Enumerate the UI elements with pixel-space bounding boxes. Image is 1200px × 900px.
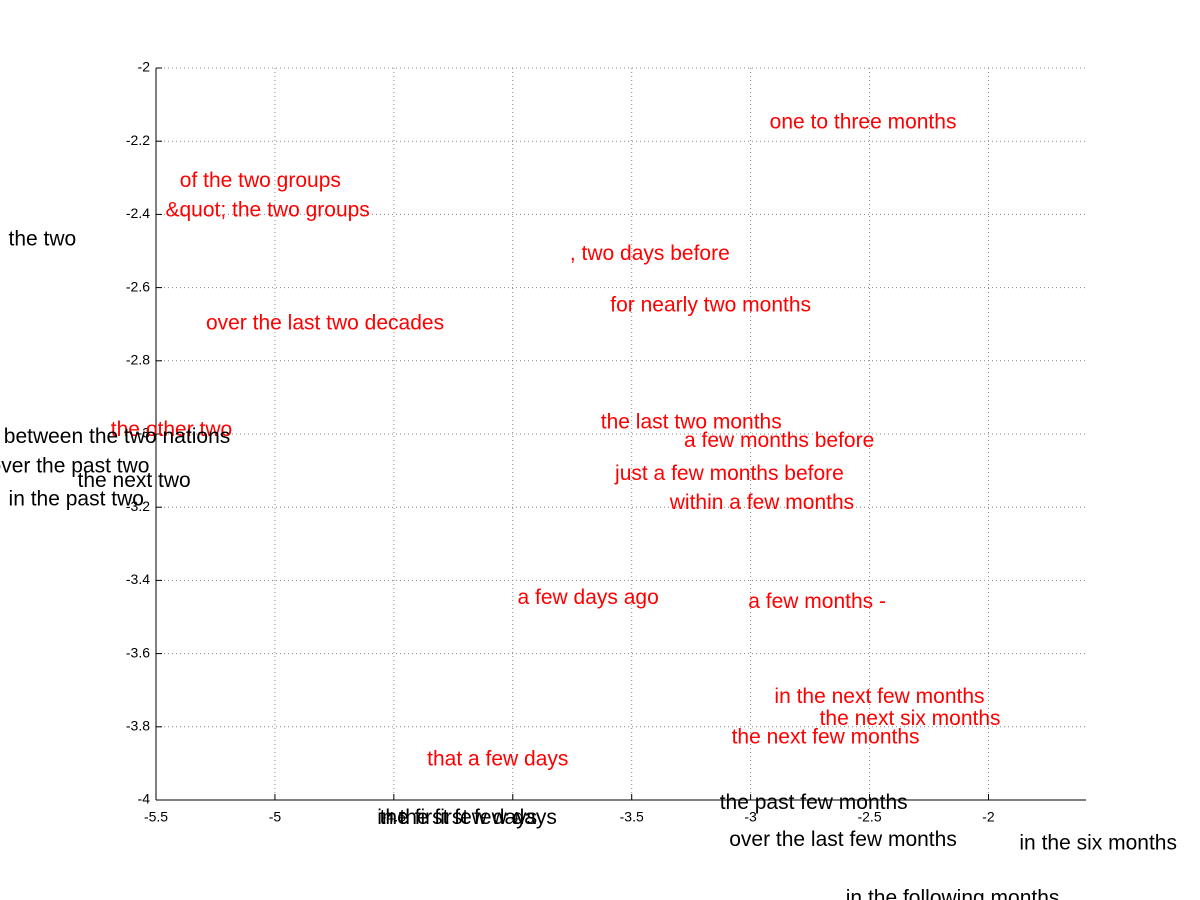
point-label: the first few days <box>380 806 538 829</box>
x-tick-label: -3.5 <box>620 809 644 825</box>
y-tick-label: -2 <box>138 59 151 75</box>
point-label: a few months - <box>748 590 886 613</box>
x-tick-label: -3 <box>744 809 757 825</box>
y-tick-label: -3.6 <box>126 644 150 660</box>
point-label: over the last two decades <box>206 312 444 335</box>
point-label: that a few days <box>427 747 568 770</box>
point-label: the next six months <box>820 707 1001 730</box>
x-tick-label: -4 <box>507 809 520 825</box>
x-tick-label: -5.5 <box>144 809 168 825</box>
y-tick-label: -4 <box>138 791 151 807</box>
point-label: the last two months <box>601 411 782 434</box>
point-label: a few days ago <box>518 586 659 609</box>
x-tick-label: -2.5 <box>857 809 881 825</box>
point-label: in the past two <box>9 487 144 510</box>
y-tick-label: -2.4 <box>126 205 150 221</box>
point-label: a few months before <box>684 429 874 452</box>
point-label: the past few months <box>720 791 908 814</box>
point-label: , two days before <box>570 242 730 265</box>
y-tick-label: -3.8 <box>126 718 150 734</box>
point-label: the next two <box>78 469 191 492</box>
point-label: within a few months <box>669 491 854 514</box>
y-tick-label: -3.2 <box>126 498 150 514</box>
y-tick-label: -3 <box>138 425 151 441</box>
point-label: of the two groups <box>180 169 341 192</box>
point-label: for nearly two months <box>610 293 811 316</box>
point-label: the next few months <box>732 725 920 748</box>
point-label: &quot; the two groups <box>166 198 370 221</box>
y-tick-label: -3.4 <box>126 571 150 587</box>
x-tick-label: -2 <box>982 809 995 825</box>
y-tick-label: -2.8 <box>126 352 150 368</box>
point-label: over the past two <box>0 454 149 477</box>
point-label: in the next few months <box>774 685 984 708</box>
point-label: in the following months <box>846 886 1060 900</box>
point-label: in the six months <box>1019 831 1177 854</box>
x-tick-label: -5 <box>269 809 282 825</box>
point-label: one to three months <box>770 110 957 133</box>
point-label: the other two <box>111 418 232 441</box>
point-label: the two <box>9 228 77 251</box>
x-tick-label: -4.5 <box>382 809 406 825</box>
y-tick-label: -2.6 <box>126 278 150 294</box>
point-label: in the first few days <box>377 806 557 829</box>
point-label: over the last few months <box>729 828 957 851</box>
y-tick-label: -2.2 <box>126 132 150 148</box>
point-label: between the two nations <box>4 425 231 448</box>
point-label: just a few months before <box>614 462 844 485</box>
